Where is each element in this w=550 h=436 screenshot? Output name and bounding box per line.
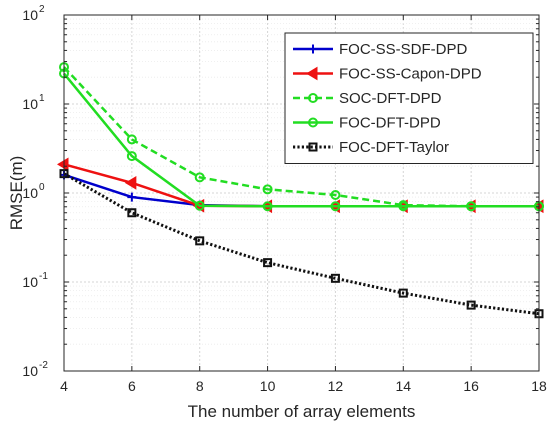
- y-tick-label: 10: [22, 7, 38, 23]
- data-point: [330, 189, 341, 200]
- y-tick-label: 10: [22, 96, 38, 112]
- y-tick-label: 10: [22, 363, 38, 379]
- y-tick-exponent: 1: [39, 93, 45, 104]
- data-point: [398, 288, 408, 298]
- x-tick-label: 14: [395, 378, 411, 394]
- x-axis-label: The number of array elements: [188, 402, 416, 421]
- legend-item: FOC-DFT-Taylor: [293, 139, 449, 156]
- x-tick-label: 16: [463, 378, 479, 394]
- data-point: [195, 236, 205, 246]
- data-point: [262, 184, 273, 195]
- legend-marker: [308, 142, 318, 152]
- data-point: [57, 157, 69, 172]
- legend-marker: [308, 93, 318, 103]
- x-tick-label: 8: [196, 378, 204, 394]
- legend-item: FOC-DFT-DPD: [293, 115, 441, 132]
- x-tick-label: 18: [531, 378, 547, 394]
- legend-label: SOC-DFT-DPD: [339, 90, 442, 107]
- legend-label: FOC-SS-Capon-DPD: [339, 66, 482, 83]
- legend-item: SOC-DFT-DPD: [293, 90, 442, 107]
- data-point: [194, 172, 205, 183]
- data-point: [398, 201, 409, 212]
- legend-marker: [308, 44, 318, 54]
- y-tick-exponent: 2: [39, 4, 45, 15]
- series-line: [63, 172, 540, 316]
- x-tick-label: 10: [260, 378, 276, 394]
- x-tick-label: 6: [128, 378, 136, 394]
- series-lines: [57, 62, 544, 319]
- legend-item: FOC-SS-SDF-DPD: [293, 41, 467, 58]
- y-axis-label: RMSE(m): [7, 156, 26, 231]
- legend-label: FOC-SS-SDF-DPD: [339, 41, 467, 58]
- data-point: [124, 175, 137, 190]
- legend-label: FOC-DFT-DPD: [339, 115, 441, 132]
- x-tick-label: 12: [328, 378, 344, 394]
- data-point: [127, 208, 137, 218]
- series-line: [63, 66, 539, 208]
- legend-marker: [308, 117, 318, 128]
- y-tick-label: 10: [22, 185, 38, 201]
- legend-marker: [306, 66, 318, 81]
- data-point: [126, 134, 137, 145]
- y-tick-exponent: -1: [39, 271, 48, 282]
- data-point: [194, 200, 205, 211]
- legend: FOC-SS-SDF-DPD FOC-SS-Capon-DPD SOC-DFT-DP…: [284, 32, 534, 164]
- data-point: [330, 273, 340, 283]
- y-tick-label: 10: [22, 274, 38, 290]
- series-line: [63, 72, 539, 208]
- data-point: [127, 192, 137, 202]
- x-tick-label: 4: [60, 378, 68, 394]
- data-point: [263, 258, 273, 268]
- y-tick-exponent: -2: [39, 360, 48, 371]
- legend-item: FOC-SS-Capon-DPD: [293, 66, 482, 83]
- data-point: [466, 300, 476, 310]
- legend-label: FOC-DFT-Taylor: [339, 139, 449, 156]
- data-point: [126, 151, 137, 162]
- data-point: [262, 201, 273, 212]
- y-tick-exponent: 0: [39, 182, 45, 193]
- data-point: [466, 201, 477, 212]
- data-point: [330, 201, 341, 212]
